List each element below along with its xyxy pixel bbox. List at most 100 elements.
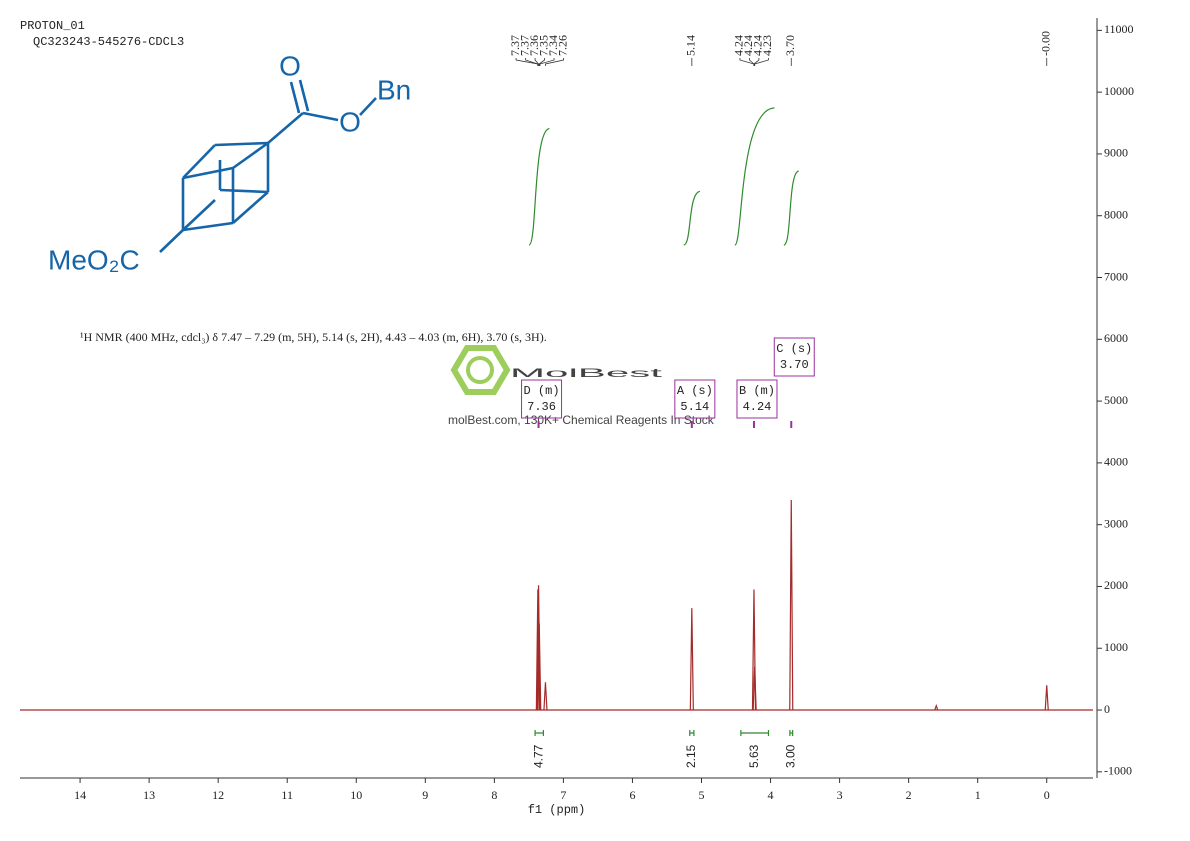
watermark: MolBest molBest.com, 130K+ Chemical Reag… [448, 345, 715, 427]
peak-label: 7.35 [536, 35, 550, 56]
y-tick-label: 2000 [1104, 578, 1128, 592]
watermark-brand: MolBest [510, 366, 664, 380]
integral-bracket [740, 730, 770, 736]
y-tick-label: 4000 [1104, 455, 1128, 469]
bond [182, 221, 234, 232]
bond [302, 111, 339, 122]
y-tick-label: 8000 [1104, 207, 1128, 221]
multiplet-label: D (m) [524, 384, 560, 398]
peak-label: 7.26 [555, 35, 569, 56]
integral-label: 2.15 [684, 744, 698, 768]
peak-label: 4.23 [760, 35, 774, 56]
integral-curve [528, 127, 550, 246]
multiplet-label: B (m) [739, 384, 775, 398]
peak-label-leader [525, 58, 539, 66]
peak [752, 666, 757, 711]
bond [182, 144, 216, 179]
atom-label: O [339, 106, 361, 137]
molecule: O O Bn MeO₂C [48, 50, 411, 275]
atom-label: O [279, 50, 301, 81]
peak [1044, 685, 1049, 711]
peak [789, 499, 794, 711]
bond [219, 188, 269, 194]
y-tick-label: 11000 [1104, 22, 1134, 36]
peak-label: 7.34 [546, 35, 560, 56]
peak-label: 3.70 [783, 35, 797, 56]
chart-title: PROTON_01 [20, 19, 85, 33]
bond [232, 191, 269, 224]
peak [543, 682, 548, 711]
multiplet-box [674, 379, 716, 419]
y-tick-label: 1000 [1104, 640, 1128, 654]
multiplet-shift: 7.36 [527, 400, 556, 414]
integral-bracket [789, 730, 794, 736]
bond [267, 112, 304, 144]
peak [537, 623, 542, 711]
atom-label: Bn [377, 74, 411, 105]
peak-label: 4.24 [732, 35, 746, 56]
y-tick-label: 5000 [1104, 393, 1128, 407]
x-tick-label: 2 [906, 788, 912, 802]
x-tick-label: 10 [350, 788, 362, 802]
bond [232, 141, 269, 170]
x-tick-label: 1 [975, 788, 981, 802]
bond [298, 79, 310, 112]
bond [359, 97, 377, 116]
x-tick-label: 11 [281, 788, 293, 802]
peak-label: 7.37 [508, 35, 522, 56]
x-tick-label: 3 [837, 788, 843, 802]
peak-label: 4.24 [741, 35, 755, 56]
peak [689, 608, 694, 711]
peak-label-leader [545, 58, 564, 66]
x-axis-label: f1 (ppm) [528, 803, 586, 817]
integral-curve [734, 107, 775, 246]
multiplet-box [521, 379, 563, 419]
integral-bracket [689, 730, 695, 736]
multiplet-label: A (s) [677, 384, 713, 398]
peak-label-leader [515, 58, 539, 66]
multiplet-shift: 4.24 [743, 400, 772, 414]
x-tick-label: 8 [491, 788, 497, 802]
x-tick-label: 9 [422, 788, 428, 802]
annotation: ¹H NMR (400 MHz, cdcl₃) δ 7.47 – 7.29 (m… [80, 330, 547, 344]
bond [182, 199, 216, 231]
peak-label-leader [534, 58, 539, 66]
peak-label: 5.14 [684, 35, 698, 56]
x-tick-label: 6 [629, 788, 635, 802]
integral-bracket [534, 730, 544, 736]
integral-label: 5.63 [747, 744, 761, 768]
x-tick-label: 7 [560, 788, 566, 802]
peak-label-leader [754, 58, 769, 66]
x-tick-label: 4 [768, 788, 774, 802]
bond [289, 81, 301, 114]
x-tick-label: 0 [1044, 788, 1050, 802]
x-tick-label: 14 [74, 788, 86, 802]
x-tick-label: 13 [143, 788, 155, 802]
y-tick-label: 6000 [1104, 331, 1128, 345]
atom-label: MeO₂C [48, 244, 140, 275]
bond [182, 166, 234, 180]
peak-label-leader [748, 58, 755, 66]
x-tick-label: 12 [212, 788, 224, 802]
multiplet-shift: 5.14 [680, 400, 709, 414]
multiplet-shift: 3.70 [780, 358, 809, 372]
y-tick-label: 10000 [1104, 84, 1134, 98]
peak-label-leader [538, 58, 545, 66]
x-tick-label: 5 [699, 788, 705, 802]
multiplet-box [773, 337, 815, 377]
peak-label: 7.36 [527, 35, 541, 56]
y-tick-label: 9000 [1104, 146, 1128, 160]
multiplet-box [736, 379, 778, 419]
multiplet-label: C (s) [776, 342, 812, 356]
chart-subtitle: QC323243-545276-CDCL3 [33, 35, 184, 49]
peak [934, 703, 939, 711]
integral-curve [683, 190, 701, 246]
peak-label-leader [753, 58, 760, 66]
bond [159, 229, 184, 253]
peak-label: -0.00 [1038, 31, 1052, 56]
y-tick-label: 0 [1104, 702, 1110, 716]
watermark-tagline: molBest.com, 130K+ Chemical Reagents In … [448, 413, 715, 427]
integral-label: 4.77 [531, 744, 545, 768]
